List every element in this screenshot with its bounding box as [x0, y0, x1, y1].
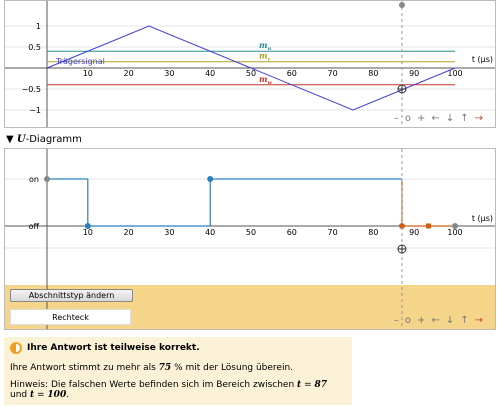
u-x-tick-30: 30	[164, 228, 174, 237]
u-x-tick-80: 80	[368, 228, 378, 237]
mu-label: mu	[259, 40, 271, 52]
u-x-tick-100: 100	[447, 228, 462, 237]
feedback-period: .	[66, 390, 70, 400]
u-signal-point[interactable]	[44, 176, 50, 182]
u-pan-right-icon[interactable]: →	[474, 315, 486, 326]
u-zoom-reset-icon[interactable]: o	[404, 315, 415, 326]
u-x-axis-unit-label: t (µs)	[472, 214, 493, 223]
x-tick-10: 10	[83, 69, 93, 78]
u-diagram-header[interactable]: ▼ U-Diagramm	[6, 134, 82, 145]
y-tick-neg0.5: −0.5	[22, 85, 41, 94]
top-zoom-controls: – o + ← ↓ ↑ →	[394, 113, 489, 124]
feedback-heading-row: Ihre Antwort ist teilweise korrekt.	[10, 342, 346, 354]
u-diagram-plot[interactable]: on off 10 20 30 40 50 60 70 80 90 100 t (µs)	[5, 149, 496, 330]
feedback-line-1: Ihre Antwort stimmt zu mehr als 75 % mit…	[10, 363, 346, 373]
feedback-t2-var: t	[29, 390, 35, 400]
partially-correct-icon	[10, 342, 22, 354]
zoom-in-icon[interactable]: +	[417, 113, 429, 124]
x-tick-90: 90	[409, 69, 419, 78]
u-x-tick-60: 60	[287, 228, 297, 237]
u-x-tick-70: 70	[328, 228, 338, 237]
u-title-variable: U	[16, 134, 26, 145]
x-tick-60: 60	[287, 69, 297, 78]
u-y-tick-on: on	[29, 175, 39, 184]
mv-label: mv	[259, 51, 270, 63]
segment-type-select[interactable]: Rechteck	[10, 309, 131, 325]
u-segment-handle[interactable]	[425, 223, 431, 229]
x-tick-20: 20	[124, 69, 134, 78]
x-tick-100: 100	[447, 69, 462, 78]
u-y-tick-off: off	[29, 222, 40, 231]
u-x-tick-20: 20	[124, 228, 134, 237]
feedback-t1-var: t	[297, 380, 302, 390]
x-tick-80: 80	[368, 69, 378, 78]
feedback-t2-value: 100	[47, 390, 67, 400]
zoom-out-icon[interactable]: –	[393, 113, 402, 124]
mw-label: mw	[259, 74, 272, 86]
u-signal-point[interactable]	[207, 176, 214, 182]
u-title-text: -Diagramm	[25, 134, 82, 145]
y-tick-0.5: 0.5	[28, 43, 41, 52]
pan-down-icon[interactable]: ↓	[445, 113, 458, 124]
pan-left-icon[interactable]: ←	[431, 113, 443, 124]
feedback-line-1-text: Ihre Antwort stimmt zu mehr als	[10, 363, 159, 373]
u-x-tick-90: 90	[409, 228, 419, 237]
u-zoom-controls: – o + ← ↓ ↑ →	[394, 315, 489, 326]
u-signal-point[interactable]	[398, 223, 405, 229]
feedback-percent: 75	[158, 363, 172, 373]
feedback-hint-text: Hinweis: Die falschen Werte befinden sic…	[10, 380, 298, 390]
u-signal-point[interactable]	[84, 223, 91, 229]
feedback-box: Ihre Antwort ist teilweise korrekt. Ihre…	[4, 337, 352, 405]
feedback-heading: Ihre Antwort ist teilweise korrekt.	[27, 343, 200, 353]
change-segment-type-button[interactable]: Abschnittstyp ändern	[10, 289, 133, 302]
u-end-point[interactable]	[452, 223, 458, 229]
crosshair-icon[interactable]	[397, 84, 407, 94]
x-tick-30: 30	[164, 69, 174, 78]
carrier-plot-panel[interactable]: 1 0.5 −0.5 −1 10 20 30 40 50 60 70 80 90 100 t (µ…	[4, 0, 496, 128]
u-pan-left-icon[interactable]: ←	[431, 315, 443, 326]
carrier-label: Trägersignal	[55, 57, 105, 66]
feedback-line-1-tail: % mit der Lösung überein.	[171, 363, 294, 373]
x-tick-40: 40	[205, 69, 215, 78]
collapse-icon[interactable]: ▼	[6, 134, 14, 145]
u-diagram-panel[interactable]: on off 10 20 30 40 50 60 70 80 90 100 t (µs) – o + ←…	[4, 148, 496, 330]
y-tick-neg1: −1	[29, 106, 41, 115]
u-pan-down-icon[interactable]: ↓	[445, 315, 458, 326]
u-pan-up-icon[interactable]: ↑	[460, 315, 472, 326]
x-tick-70: 70	[328, 69, 338, 78]
y-tick-1: 1	[36, 22, 41, 31]
u-x-tick-10: 10	[83, 228, 93, 237]
pan-up-icon[interactable]: ↑	[460, 113, 472, 124]
u-crosshair-icon[interactable]	[397, 244, 407, 254]
u-zoom-in-icon[interactable]: +	[417, 315, 429, 326]
u-zoom-out-icon[interactable]: –	[393, 315, 402, 326]
feedback-and: und	[10, 390, 30, 400]
x-axis-unit-label: t (µs)	[472, 55, 493, 64]
x-tick-50: 50	[246, 69, 256, 78]
cursor-dot[interactable]	[398, 2, 405, 8]
zoom-reset-icon[interactable]: o	[404, 113, 415, 124]
feedback-line-2: Hinweis: Die falschen Werte befinden sic…	[10, 380, 327, 400]
u-x-tick-50: 50	[246, 228, 256, 237]
feedback-t1-value: 87	[314, 380, 327, 390]
pan-right-icon[interactable]: →	[474, 113, 486, 124]
carrier-plot[interactable]: 1 0.5 −0.5 −1 10 20 30 40 50 60 70 80 90 100 t (µ…	[5, 1, 496, 128]
u-x-tick-40: 40	[205, 228, 215, 237]
